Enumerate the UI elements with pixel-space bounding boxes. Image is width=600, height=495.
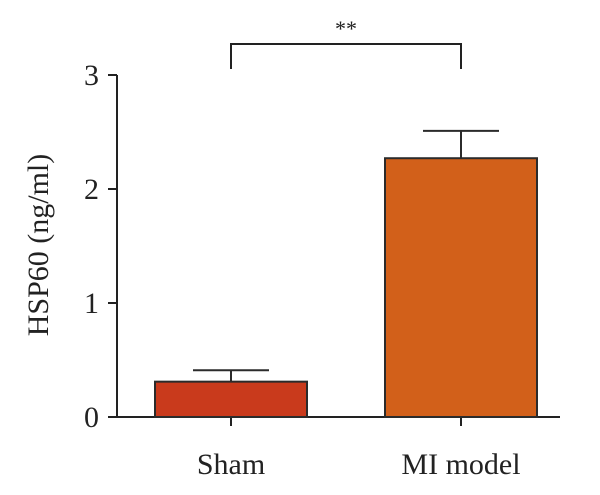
significance-bracket — [230, 43, 462, 69]
y-tick-label: 3 — [84, 59, 99, 92]
chart-labels: 0 1 2 3 Sham MI model ** — [84, 16, 521, 481]
y-axis-label: HSP60 (ng/ml) — [22, 154, 55, 337]
bar-sham — [154, 380, 308, 419]
x-category-label: MI model — [401, 448, 520, 481]
significance-label: ** — [335, 16, 357, 41]
y-tick-label: 2 — [84, 173, 99, 206]
y-tick-label: 0 — [84, 401, 99, 434]
bar-mi-model — [384, 157, 538, 418]
x-category-label: Sham — [197, 448, 265, 481]
chart-bars — [154, 129, 538, 419]
y-tick-label: 1 — [84, 287, 99, 320]
